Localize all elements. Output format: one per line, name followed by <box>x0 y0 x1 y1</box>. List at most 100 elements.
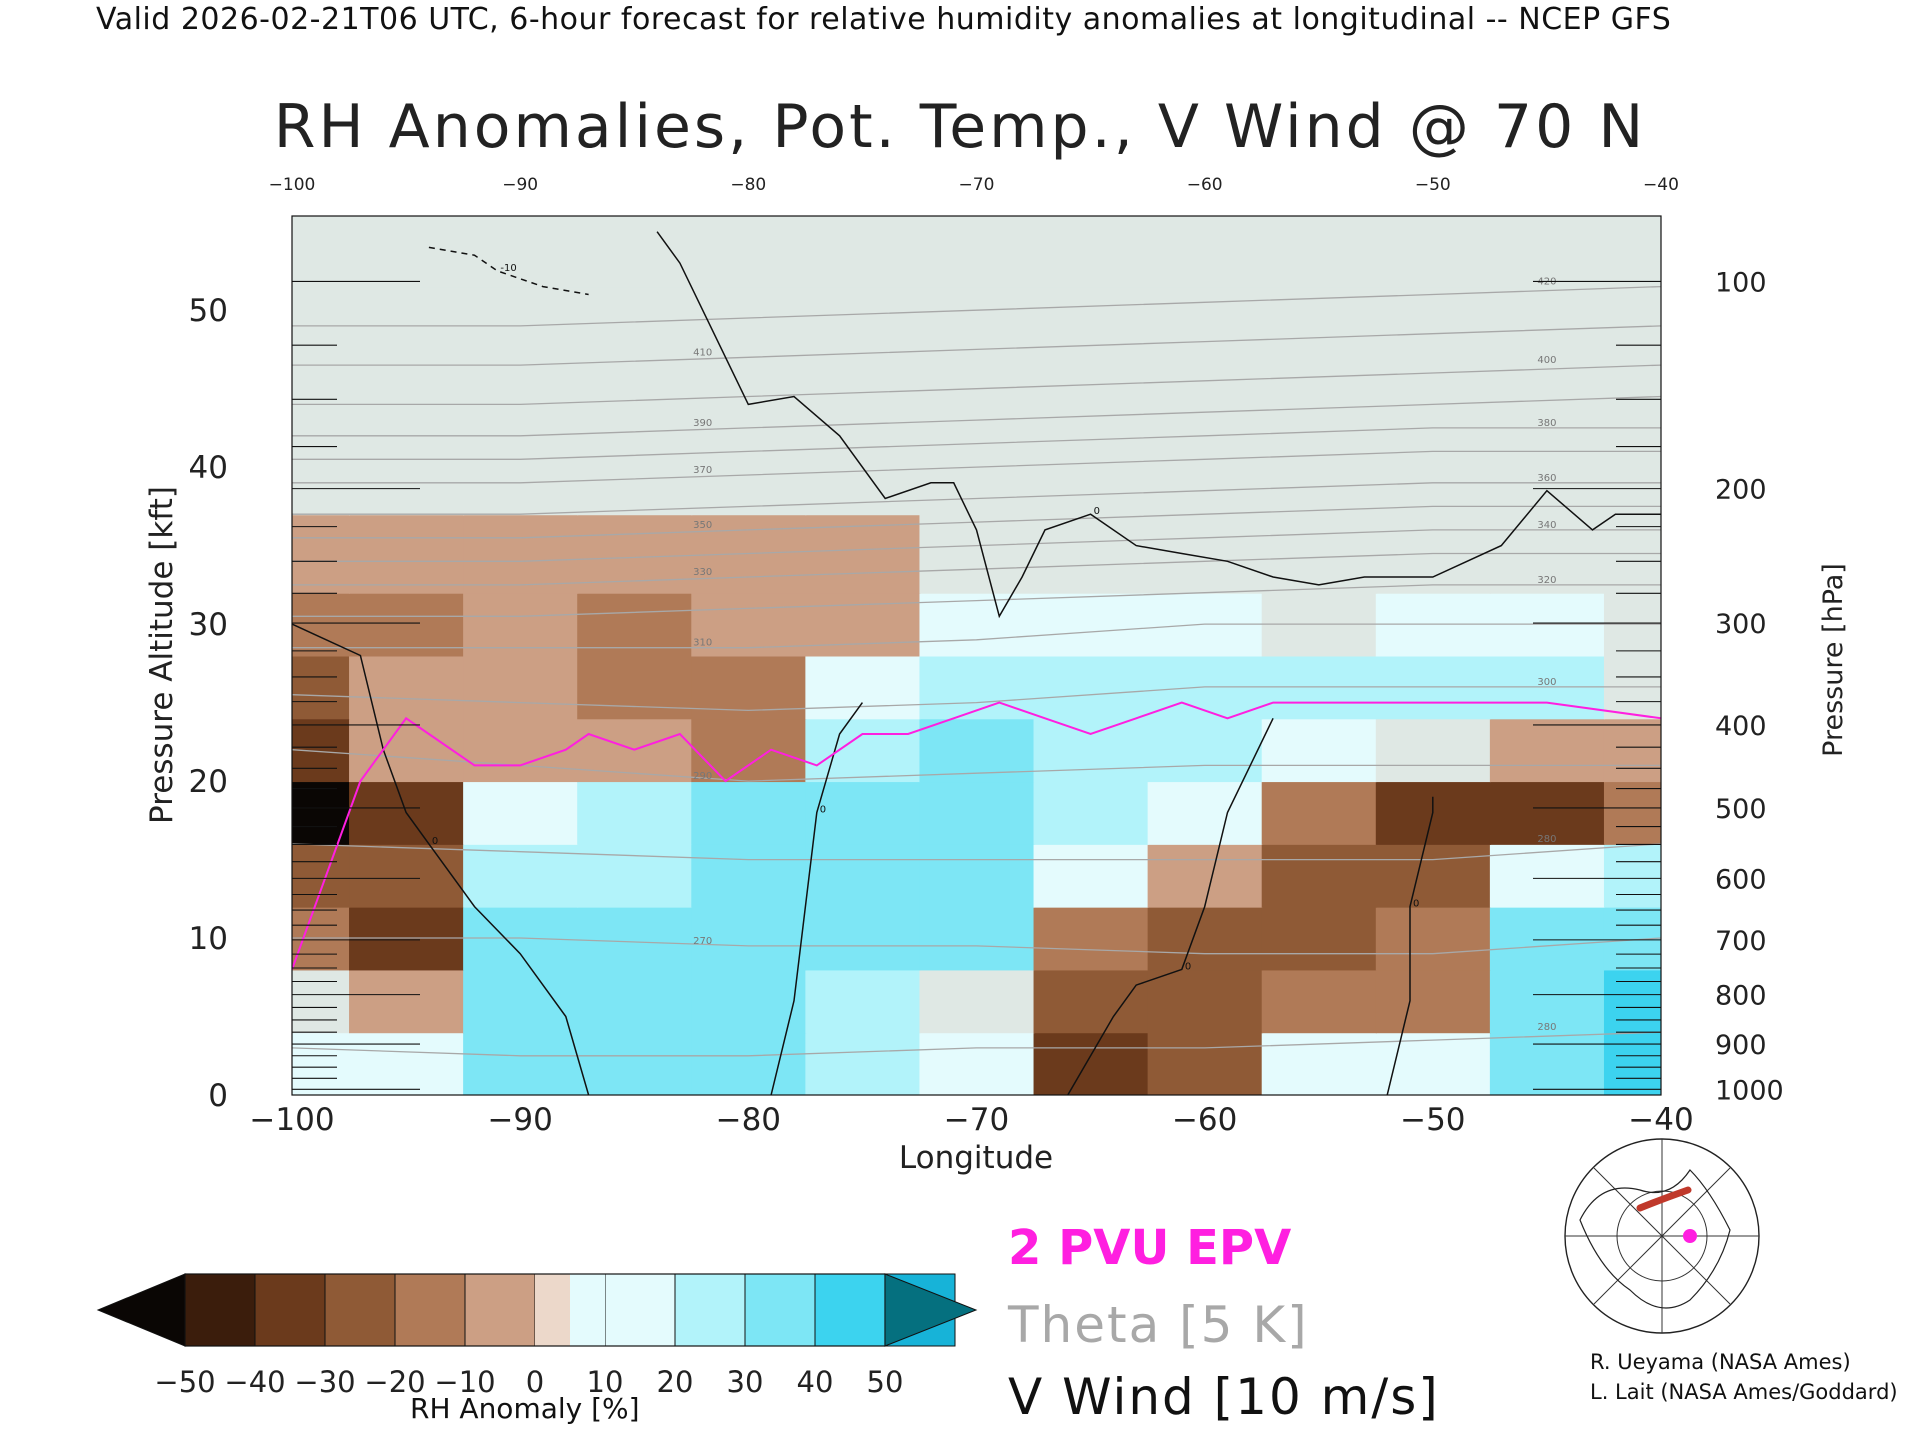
y-tick-label: 40 <box>189 450 228 486</box>
heatmap-cell <box>1603 286 1661 406</box>
heatmap-cell <box>1033 969 1149 1034</box>
vwind-contours: 0 0 0 0 0 -10 <box>292 231 1661 1095</box>
theta-label: 290 <box>693 771 712 782</box>
theta-line <box>292 937 1661 955</box>
heatmap-cell <box>463 592 579 657</box>
heatmap-cell <box>919 718 1035 783</box>
pressure-tick-label: 1000 <box>1715 1075 1784 1106</box>
heatmap-cell <box>463 514 579 594</box>
axes-labels: −100 −100 −90 −90 −80 −80 −70 −70 −60 −60 −50 −50 −4… <box>144 175 1849 1176</box>
heatmap-cell <box>691 404 807 516</box>
heatmap-cell <box>1033 514 1149 594</box>
heatmap-cell <box>1261 1032 1377 1095</box>
heatmap-cell <box>577 1032 693 1095</box>
colorbar: −50 −40 −30 −20 −10 0 10 20 30 40 50 <box>96 1273 978 1399</box>
heatmap-cell <box>349 286 465 406</box>
theta-line <box>292 623 1661 649</box>
vwind-line <box>1386 796 1434 1095</box>
heatmap-cell <box>1603 843 1661 908</box>
pressure-tick-label: 100 <box>1715 267 1767 298</box>
theta-line <box>292 450 1661 484</box>
colorbar-swatch <box>324 1273 396 1347</box>
heatmap-cell <box>1375 969 1491 1034</box>
heatmap-cell <box>1147 1032 1263 1095</box>
x-tick-label: −40 <box>1628 1102 1693 1138</box>
x-tick-label: −100 <box>249 1102 334 1138</box>
legend-epv: 2 PVU EPV <box>1008 1220 1292 1276</box>
heatmap-cell <box>463 843 579 908</box>
theta-label: 280 <box>1537 1022 1556 1033</box>
colorbar-tick-label: 30 <box>727 1365 764 1399</box>
pressure-tick-label: 300 <box>1715 609 1767 640</box>
heatmap-cell <box>1261 286 1377 406</box>
vwind-line <box>428 246 589 296</box>
y-tick-label: 0 <box>208 1078 228 1114</box>
pressure-tick-label: 800 <box>1715 981 1767 1012</box>
heatmap-cell <box>577 906 693 971</box>
theta-contours: 280 270 280 290 300 310 320 330 340 350 360 370 380 3… <box>292 277 1661 1057</box>
heatmap-cell <box>349 592 465 657</box>
heatmap-cell <box>577 404 693 516</box>
heatmap-cell <box>1147 969 1263 1034</box>
theta-label: 330 <box>693 567 712 578</box>
colorbar-tick-label: 50 <box>867 1365 904 1399</box>
heatmap-cell <box>1489 781 1605 845</box>
heatmap-cell <box>463 1032 579 1095</box>
theta-line <box>292 364 1661 406</box>
heatmap-cell <box>1375 906 1491 971</box>
pressure-tick-label: 200 <box>1715 475 1767 506</box>
theta-label: 360 <box>1537 473 1556 484</box>
theta-label: 370 <box>693 465 712 476</box>
heatmap-cell <box>805 906 921 971</box>
heatmap-cell <box>1375 718 1491 783</box>
heatmap-cell <box>1261 216 1377 288</box>
theta-label: 390 <box>693 418 712 429</box>
pressure-tick-label: 900 <box>1715 1030 1767 1061</box>
credit-line-2: L. Lait (NASA Ames/Goddard) <box>1590 1380 1898 1404</box>
vwind-label: 0 <box>820 804 826 815</box>
heatmap-cell <box>349 969 465 1034</box>
rh-anomaly-heatmap <box>292 216 1661 1095</box>
heatmap-cell <box>463 781 579 845</box>
legend-vwind: V Wind [10 m/s] <box>1008 1368 1440 1426</box>
heatmap-cell <box>1147 781 1263 845</box>
heatmap-cell <box>1033 1032 1149 1095</box>
pressure-tick-label: 400 <box>1715 711 1767 742</box>
heatmap-cell <box>292 969 351 1034</box>
colorbar-swatch <box>394 1273 466 1347</box>
heatmap-cell <box>577 843 693 908</box>
x-tick-label: −70 <box>944 1102 1009 1138</box>
x-axis-label: Longitude <box>899 1140 1053 1176</box>
heatmap-cell <box>292 1032 351 1095</box>
epv-line <box>292 701 1661 970</box>
heatmap-cell <box>1033 655 1149 720</box>
heatmap-cell <box>1261 718 1377 783</box>
theta-label: 320 <box>1537 575 1556 586</box>
pressure-tick-label: 700 <box>1715 926 1767 957</box>
y-axis-label: Pressure Altitude [kft] <box>144 486 180 824</box>
theta-label: 420 <box>1537 277 1556 288</box>
pressure-ticks <box>292 280 1661 1090</box>
theta-label: 310 <box>693 638 712 649</box>
heatmap-cell <box>1147 286 1263 406</box>
colorbar-tick-label: −20 <box>364 1365 425 1399</box>
theta-label: 350 <box>693 520 712 531</box>
heatmap-cell <box>691 843 807 908</box>
colorbar-swatch <box>184 1273 256 1347</box>
heatmap-cell <box>1147 216 1263 288</box>
vwind-line <box>292 623 590 1095</box>
heatmap-cell <box>1375 404 1491 516</box>
theta-line <box>292 482 1661 515</box>
heatmap-cell <box>292 216 351 288</box>
y-tick-label: 20 <box>189 764 228 800</box>
x-tick-label: −50 <box>1400 1102 1465 1138</box>
top-tick-label: −60 <box>1187 175 1223 195</box>
heatmap-cell <box>1033 781 1149 845</box>
heatmap-cell <box>805 843 921 908</box>
heatmap-cell <box>463 718 579 783</box>
heatmap-cell <box>1261 969 1377 1034</box>
theta-label: 280 <box>1537 834 1556 845</box>
heatmap-cell <box>349 216 465 288</box>
